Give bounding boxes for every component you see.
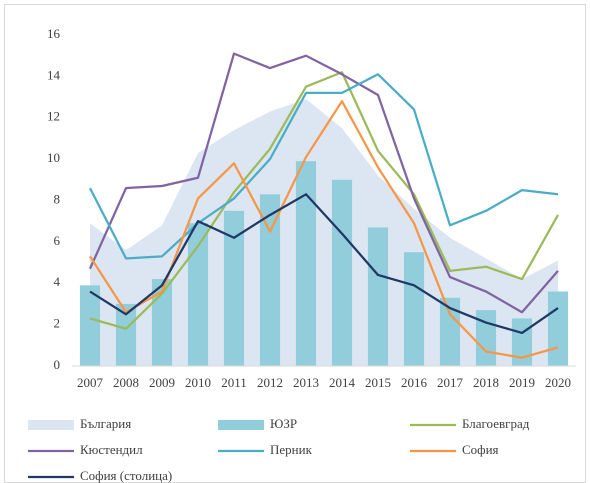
- y-tick-label: 16: [47, 26, 61, 41]
- y-tick-label: 2: [54, 316, 61, 331]
- bar: [151, 279, 173, 366]
- x-tick-label: 2019: [509, 375, 535, 390]
- legend-label: Благоевград: [462, 416, 530, 431]
- y-tick-label: 8: [54, 191, 61, 206]
- legend-label: Перник: [270, 442, 313, 457]
- bar: [403, 252, 425, 366]
- line: [89, 71, 559, 330]
- legend-swatch: [28, 420, 74, 430]
- y-tick-label: 10: [47, 150, 60, 165]
- legend-swatch: [218, 420, 264, 430]
- bar: [367, 227, 389, 366]
- bar: [439, 297, 461, 366]
- y-tick-label: 12: [47, 109, 60, 124]
- x-tick-label: 2009: [149, 375, 175, 390]
- x-tick-label: 2011: [221, 375, 247, 390]
- bar: [115, 303, 137, 366]
- x-tick-label: 2010: [185, 375, 211, 390]
- y-tick-label: 0: [54, 357, 61, 372]
- bar: [331, 179, 353, 366]
- x-tick-label: 2018: [473, 375, 499, 390]
- x-tick-label: 2012: [257, 375, 283, 390]
- bar: [259, 194, 281, 366]
- bar: [187, 223, 209, 366]
- legend-label: София (столица): [80, 468, 172, 483]
- bar: [223, 210, 245, 366]
- x-tick-label: 2007: [77, 375, 104, 390]
- x-tick-label: 2013: [293, 375, 319, 390]
- legend-label: Кюстендил: [80, 442, 143, 457]
- bar: [547, 291, 569, 366]
- x-tick-label: 2015: [365, 375, 391, 390]
- bar: [511, 318, 533, 366]
- y-tick-label: 14: [47, 67, 61, 82]
- y-tick-label: 4: [54, 274, 61, 289]
- bar: [79, 285, 101, 366]
- line: [88, 52, 559, 314]
- legend-label: ЮЗР: [270, 416, 297, 431]
- x-tick-label: 2008: [113, 375, 139, 390]
- legend-label: България: [80, 416, 131, 431]
- x-tick-label: 2020: [545, 375, 571, 390]
- bar: [295, 161, 317, 366]
- x-tick-label: 2014: [329, 375, 356, 390]
- x-tick-label: 2017: [437, 375, 464, 390]
- x-tick-label: 2016: [401, 375, 428, 390]
- line: [89, 193, 559, 335]
- line: [88, 73, 559, 260]
- y-tick-label: 6: [54, 233, 61, 248]
- legend-label: София: [462, 442, 499, 457]
